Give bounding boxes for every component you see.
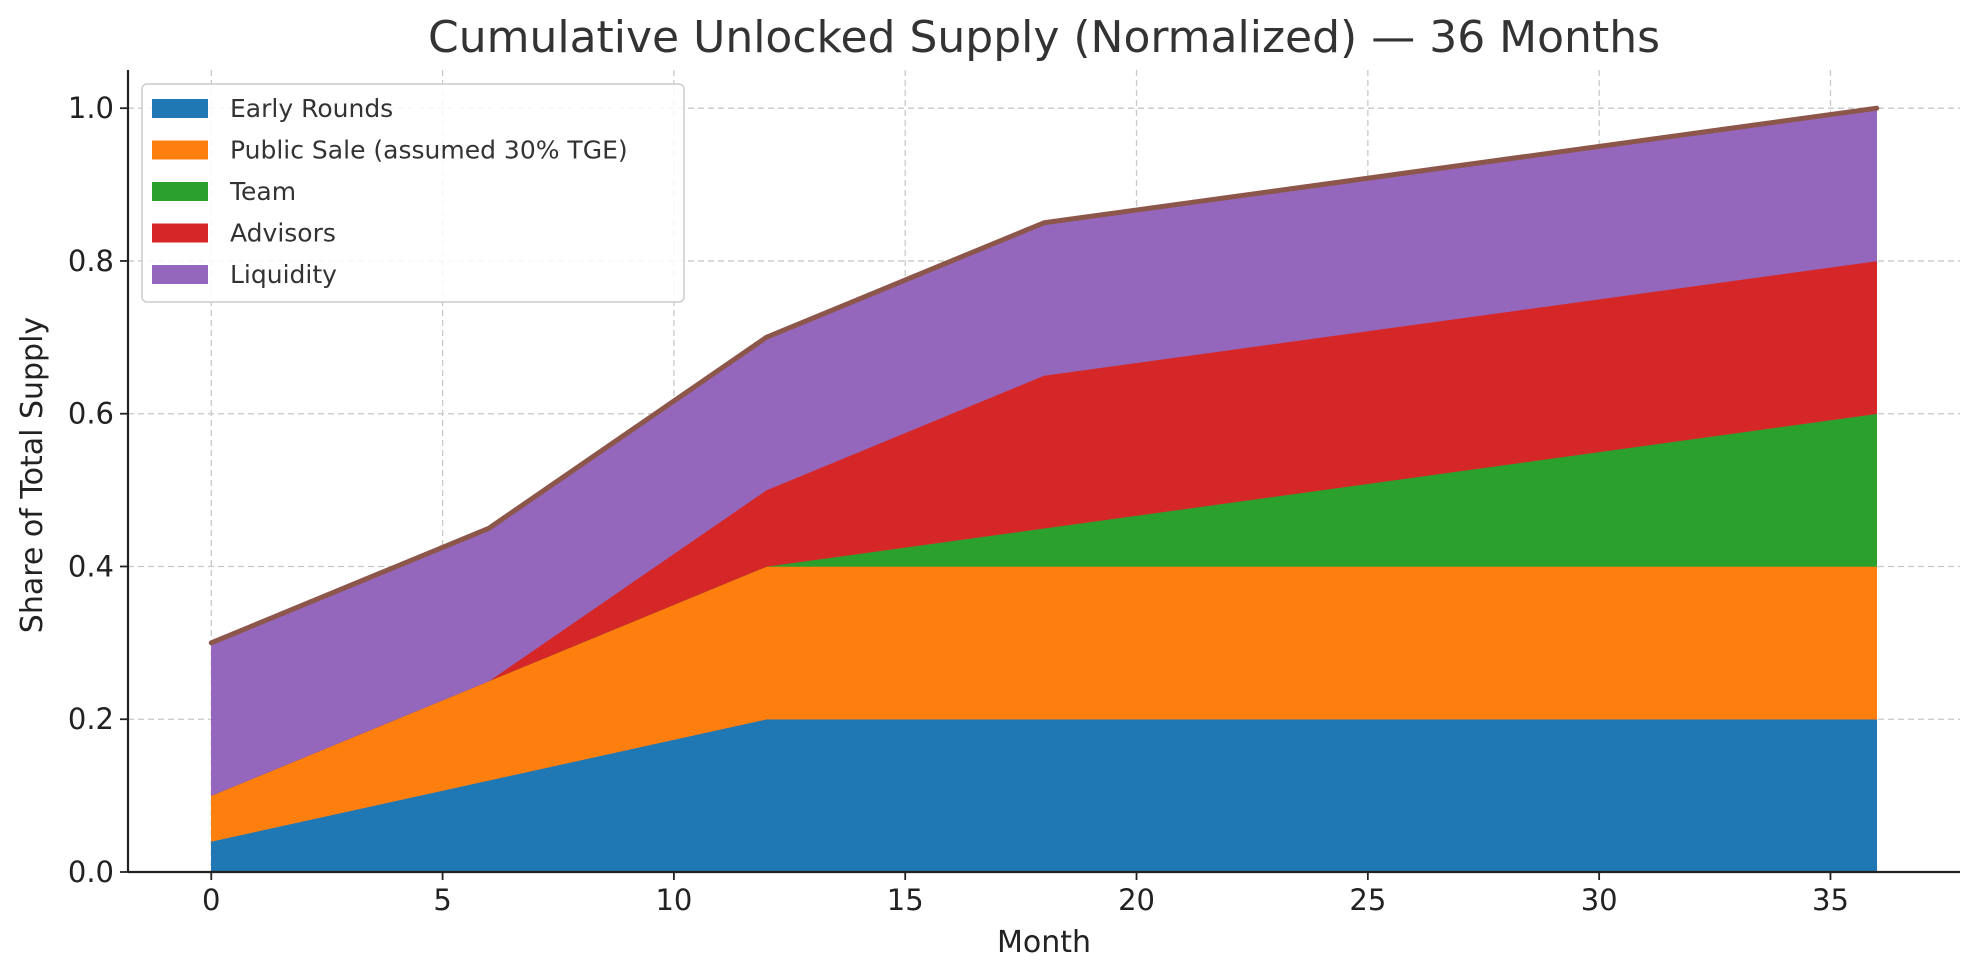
legend-label-liquidity: Liquidity — [230, 260, 337, 289]
x-axis-label: Month — [997, 925, 1091, 960]
legend-label-public-sale-assumed-30-tge: Public Sale (assumed 30% TGE) — [230, 136, 628, 165]
y-tick-label: 0.8 — [68, 244, 114, 278]
legend-swatch-team — [152, 182, 208, 201]
y-tick-label: 0.0 — [68, 855, 114, 889]
legend-box — [141, 83, 685, 303]
x-tick-label: 10 — [655, 883, 692, 917]
legend-label-team: Team — [229, 177, 296, 206]
y-tick-label: 0.6 — [68, 397, 114, 431]
x-tick-label: 35 — [1812, 883, 1849, 917]
x-tick-label: 0 — [202, 883, 220, 917]
x-tick-label: 25 — [1349, 883, 1386, 917]
x-tick-label: 5 — [433, 883, 451, 917]
legend-swatch-early-rounds — [152, 99, 208, 118]
legend-label-early-rounds: Early Rounds — [230, 94, 393, 123]
y-tick-label: 0.2 — [68, 702, 114, 736]
y-axis-label: Share of Total Supply — [15, 317, 50, 633]
axes: 0 5 10 15 20 25 30 35 0.0 0.2 0.4 0.6 0.8 1.0 — [68, 70, 1960, 917]
legend-swatch-liquidity — [152, 265, 208, 284]
x-tick-label: 30 — [1581, 883, 1618, 917]
legend-swatch-advisors — [152, 223, 208, 243]
x-tick-label: 20 — [1118, 883, 1155, 917]
y-tick-label: 1.0 — [68, 91, 114, 125]
chart-title: Cumulative Unlocked Supply (Normalized) … — [428, 12, 1660, 63]
y-tick-label: 0.4 — [68, 549, 114, 583]
total-line-layer — [208, 105, 1880, 646]
stacked-areas — [211, 107, 1877, 873]
legend-swatch-public-sale-assumed-30-tge — [152, 140, 208, 160]
total-supply-line — [208, 105, 1880, 646]
x-tick-label: 15 — [887, 883, 924, 917]
legend: Early Rounds Public Sale (assumed 30% TGE… — [141, 83, 685, 303]
legend-label-advisors: Advisors — [230, 219, 336, 248]
